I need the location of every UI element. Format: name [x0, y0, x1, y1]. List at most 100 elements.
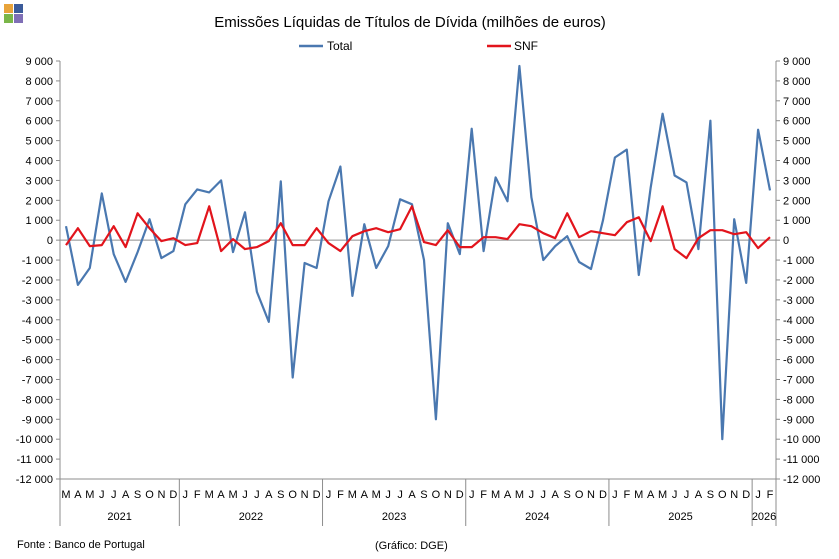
year-label: 2023 [382, 511, 406, 523]
y-tick-label-right: -7 000 [783, 374, 814, 386]
year-label: 2021 [107, 511, 131, 523]
y-tick-label-left: -3 000 [22, 295, 53, 307]
x-tick-label: A [647, 489, 655, 501]
y-tick-label-right: -5 000 [783, 335, 814, 347]
y-tick-label-left: -9 000 [22, 414, 53, 426]
x-tick-label: J [684, 489, 690, 501]
x-tick-label: J [99, 489, 105, 501]
x-tick-label: J [397, 489, 403, 501]
x-tick-label: A [265, 489, 273, 501]
y-tick-label-right: 4 000 [783, 156, 811, 168]
legend: Total SNF [299, 39, 538, 53]
x-tick-label: J [755, 489, 761, 501]
x-tick-label: F [623, 489, 630, 501]
source-note: Fonte : Banco de Portugal [17, 539, 145, 551]
x-tick-label: N [730, 489, 738, 501]
x-tick-label: F [337, 489, 344, 501]
series-layer [64, 64, 772, 441]
y-tick-label-left: -5 000 [22, 335, 53, 347]
x-tick-label: A [122, 489, 130, 501]
y-tick-label-left: 3 000 [25, 175, 53, 187]
y-tick-label-right: 0 [783, 235, 789, 247]
x-tick-label: O [288, 489, 297, 501]
x-tick-label: J [612, 489, 618, 501]
x-tick-label: S [277, 489, 284, 501]
legend-label-snf: SNF [514, 39, 538, 53]
y-tick-label-right: 6 000 [783, 116, 811, 128]
x-tick-label: O [432, 489, 441, 501]
x-tick-label: O [718, 489, 727, 501]
y-tick-label-left: -6 000 [22, 355, 53, 367]
x-tick-label: A [695, 489, 703, 501]
series-line-snf [65, 205, 771, 260]
x-tick-label: J [242, 489, 248, 501]
y-tick-label-right: -12 000 [783, 474, 820, 486]
y-tick-label-left: -2 000 [22, 275, 53, 287]
axes [59, 61, 777, 480]
x-tick-label: J [672, 489, 678, 501]
y-tick-label-right: 2 000 [783, 195, 811, 207]
y-tick-label-right: 3 000 [783, 175, 811, 187]
x-tick-label: M [515, 489, 524, 501]
x-tick-label: A [504, 489, 512, 501]
legend-label-total: Total [327, 39, 352, 53]
x-tick-label: M [85, 489, 94, 501]
x-tick-label: O [145, 489, 154, 501]
x-tick-label: S [420, 489, 427, 501]
x-tick-label: N [444, 489, 452, 501]
x-tick-label: M [348, 489, 357, 501]
y-tick-label-right: -2 000 [783, 275, 814, 287]
y-tick-label-right: 5 000 [783, 136, 811, 148]
x-tick-label: D [742, 489, 750, 501]
y-tick-label-right: 7 000 [783, 96, 811, 108]
y-tick-label-left: 8 000 [25, 76, 53, 88]
x-tick-label: A [408, 489, 416, 501]
y-tick-label-right: -1 000 [783, 255, 814, 267]
y-tick-label-right: -8 000 [783, 394, 814, 406]
y-tick-label-left: 2 000 [25, 195, 53, 207]
x-tick-label: J [111, 489, 117, 501]
year-label: 2026 [752, 511, 776, 523]
y-tick-label-left: -10 000 [16, 434, 53, 446]
x-tick-label: D [169, 489, 177, 501]
x-tick-label: N [587, 489, 595, 501]
year-label: 2024 [525, 511, 549, 523]
logo-square-purple [14, 14, 23, 23]
series-line-total [64, 64, 772, 441]
x-tick-label: N [301, 489, 309, 501]
y-tick-label-right: -11 000 [783, 454, 820, 466]
y-tick-label-left: -4 000 [22, 315, 53, 327]
y-tick-label-left: -1 000 [22, 255, 53, 267]
y-tick-label-right: 9 000 [783, 56, 811, 68]
x-tick-label: N [157, 489, 165, 501]
y-tick-label-right: -9 000 [783, 414, 814, 426]
x-tick-label: J [541, 489, 547, 501]
y-tick-label-right: -6 000 [783, 355, 814, 367]
y-tick-label-left: -12 000 [16, 474, 53, 486]
x-tick-label: M [372, 489, 381, 501]
x-tick-label: M [634, 489, 643, 501]
x-tick-label: M [658, 489, 667, 501]
y-tick-label-left: 7 000 [25, 96, 53, 108]
x-tick-label: A [217, 489, 225, 501]
x-tick-label: O [575, 489, 584, 501]
y-tick-label-left: 1 000 [25, 215, 53, 227]
y-axis-right: 9 000 8 000 7 000 6 000 5 000 4 000 3 000 2 000… [776, 56, 820, 486]
y-tick-label-left: 0 [47, 235, 53, 247]
y-tick-label-left: -8 000 [22, 394, 53, 406]
y-tick-label-right: -10 000 [783, 434, 820, 446]
x-tick-label: D [313, 489, 321, 501]
x-tick-label: J [529, 489, 535, 501]
year-label: 2022 [239, 511, 263, 523]
chart-credit: (Gráfico: DGE) [375, 540, 448, 552]
logo-square-blue [14, 4, 23, 13]
y-tick-label-right: -3 000 [783, 295, 814, 307]
x-tick-label: F [480, 489, 487, 501]
logo-square-orange [4, 4, 13, 13]
chart-title: Emissões Líquidas de Títulos de Dívida (… [214, 14, 606, 31]
year-label: 2025 [668, 511, 692, 523]
x-tick-label: S [707, 489, 714, 501]
x-tick-label: D [599, 489, 607, 501]
